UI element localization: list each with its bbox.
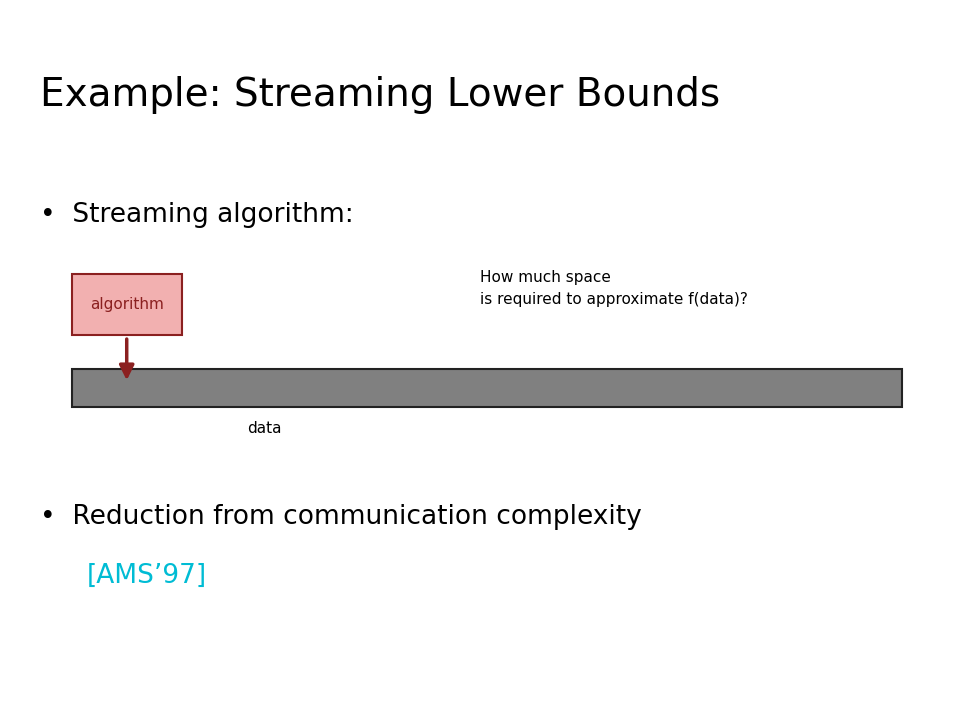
- Text: How much space
is required to approximate f(data)?: How much space is required to approximat…: [480, 270, 748, 307]
- Text: data: data: [247, 421, 281, 436]
- Text: [AMS’97]: [AMS’97]: [86, 563, 206, 589]
- Text: Example: Streaming Lower Bounds: Example: Streaming Lower Bounds: [40, 76, 720, 114]
- Text: algorithm: algorithm: [90, 297, 164, 312]
- FancyBboxPatch shape: [72, 274, 182, 335]
- FancyBboxPatch shape: [72, 369, 902, 407]
- Text: •  Reduction from communication complexity: • Reduction from communication complexit…: [40, 504, 642, 530]
- Text: •  Streaming algorithm:: • Streaming algorithm:: [40, 202, 354, 228]
